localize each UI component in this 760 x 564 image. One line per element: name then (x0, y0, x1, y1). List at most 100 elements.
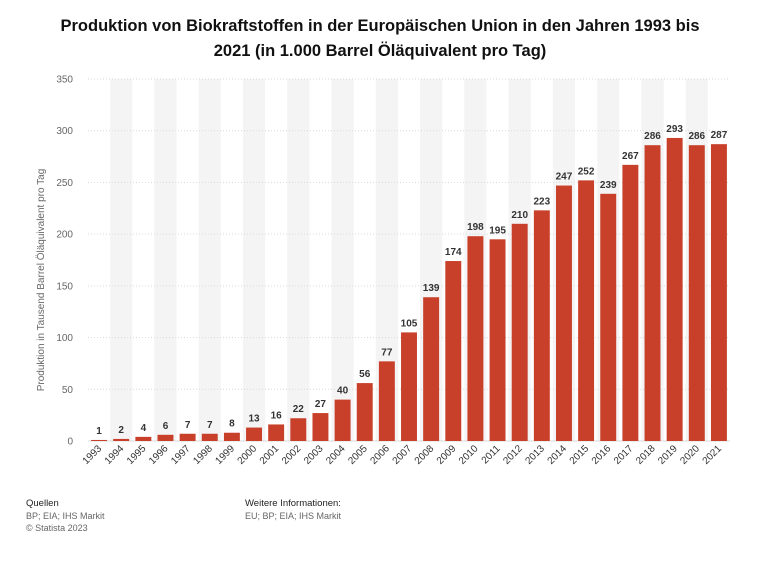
x-tick-label: 1994 (103, 443, 127, 467)
column-band (331, 79, 354, 441)
y-tick-label: 200 (56, 230, 73, 241)
bar[interactable] (268, 424, 285, 441)
bar[interactable] (401, 332, 417, 441)
data-label: 27 (315, 399, 327, 410)
bar[interactable] (334, 399, 351, 441)
x-tick-label: 2001 (258, 443, 282, 467)
bar[interactable] (578, 180, 595, 442)
x-tick-label: 2004 (324, 443, 348, 467)
x-tick-label: 2019 (656, 443, 680, 467)
bar[interactable] (113, 438, 130, 441)
x-tick-label: 2016 (590, 443, 614, 467)
x-tick-label: 1993 (81, 443, 105, 467)
data-label: 210 (511, 210, 528, 221)
column-band (110, 79, 133, 441)
data-label: 293 (666, 124, 683, 135)
y-tick-label: 0 (67, 437, 73, 448)
x-tick-label: 2021 (701, 443, 725, 467)
bar[interactable] (533, 210, 550, 441)
data-label: 286 (688, 131, 705, 142)
data-label: 16 (271, 410, 283, 421)
bar[interactable] (445, 261, 462, 441)
bar[interactable] (666, 137, 683, 441)
x-tick-label: 2017 (612, 443, 636, 467)
x-tick-label: 2002 (280, 443, 304, 467)
x-tick-label: 2010 (457, 443, 481, 467)
data-label: 195 (489, 225, 506, 236)
x-tick-label: 2014 (546, 443, 570, 467)
more-info-text: EU; BP; EIA; IHS Markit (245, 511, 342, 521)
data-label: 247 (556, 172, 573, 183)
x-tick-label: 2020 (678, 443, 702, 467)
bar[interactable] (511, 223, 528, 441)
bar[interactable] (423, 297, 440, 441)
bar[interactable] (489, 239, 506, 441)
bar[interactable] (378, 361, 395, 441)
data-label: 13 (248, 414, 260, 425)
x-tick-label: 2008 (413, 443, 437, 467)
bar[interactable] (179, 433, 196, 441)
bar[interactable] (555, 185, 572, 441)
data-label: 8 (229, 419, 235, 430)
y-tick-label: 100 (56, 333, 73, 344)
x-tick-label: 2000 (236, 443, 260, 467)
x-tick-label: 1996 (147, 443, 171, 467)
x-axis-ticks: 1993199419951996199719981999200020012002… (81, 443, 725, 467)
data-label: 7 (185, 420, 191, 431)
bars (91, 137, 727, 442)
x-tick-label: 1995 (125, 443, 149, 467)
data-label: 22 (293, 404, 305, 415)
data-label: 286 (644, 131, 661, 142)
bar[interactable] (710, 144, 727, 441)
data-label: 267 (622, 151, 639, 162)
column-band (287, 79, 310, 441)
x-tick-label: 2005 (346, 443, 370, 467)
data-label: 139 (423, 283, 440, 294)
bar[interactable] (135, 436, 152, 441)
data-label: 7 (207, 420, 213, 431)
bar[interactable] (157, 434, 174, 441)
y-tick-label: 150 (56, 281, 73, 292)
x-tick-label: 2012 (501, 443, 525, 467)
column-band (198, 79, 221, 441)
data-label: 2 (118, 425, 124, 436)
sources-heading: Quellen (26, 498, 59, 509)
data-label: 56 (359, 369, 371, 380)
data-label: 40 (337, 386, 349, 397)
bar[interactable] (688, 145, 705, 442)
bar[interactable] (201, 433, 218, 441)
more-info-block: Weitere Informationen: EU; BP; EIA; IHS … (245, 498, 341, 522)
x-tick-label: 1998 (191, 443, 215, 467)
data-label: 6 (163, 421, 169, 432)
x-tick-label: 2011 (480, 443, 503, 466)
bar[interactable] (91, 439, 108, 441)
x-tick-label: 1997 (169, 443, 193, 467)
data-label: 223 (533, 196, 550, 207)
bar[interactable] (356, 383, 373, 441)
x-tick-label: 2007 (391, 443, 415, 467)
data-label: 198 (467, 222, 484, 233)
bar[interactable] (644, 145, 661, 442)
column-band (242, 79, 266, 441)
bar[interactable] (223, 432, 240, 441)
x-tick-label: 2013 (523, 443, 547, 467)
bar[interactable] (290, 418, 307, 441)
sources-block: Quellen BP; EIA; IHS Markit © Statista 2… (26, 498, 105, 534)
y-tick-label: 350 (56, 75, 73, 86)
data-label: 287 (711, 130, 728, 141)
x-tick-label: 2006 (368, 443, 392, 467)
y-axis-label: Produktion in Tausend Barrel Öläquivalen… (35, 169, 47, 392)
chart-title: Produktion von Biokraftstoffen in der Eu… (60, 17, 700, 60)
data-label: 77 (381, 347, 393, 358)
bar[interactable] (312, 413, 329, 441)
bar[interactable] (246, 427, 263, 441)
data-label: 1 (96, 426, 102, 437)
bar[interactable] (622, 164, 639, 442)
sources-text: BP; EIA; IHS Markit (26, 511, 105, 521)
data-label: 252 (578, 166, 595, 177)
bar[interactable] (600, 193, 617, 441)
bar[interactable] (467, 236, 484, 441)
x-tick-label: 2018 (634, 443, 658, 467)
